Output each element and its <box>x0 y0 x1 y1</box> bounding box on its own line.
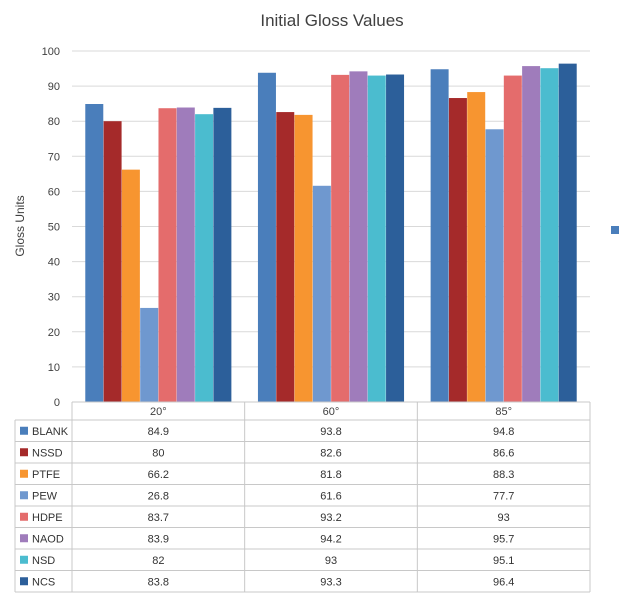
table-cell: 61.6 <box>320 490 341 502</box>
table-cell: 83.9 <box>148 533 169 545</box>
bar-pew-2 <box>485 129 504 402</box>
bar-naod-0 <box>176 107 195 403</box>
legend-label: HDPE <box>32 512 63 524</box>
chart-title: Initial Gloss Values <box>260 11 403 30</box>
legend-marker-icon <box>611 226 619 234</box>
legend-label: NAOD <box>32 533 64 545</box>
y-tick-label: 40 <box>48 257 60 269</box>
bar-ptfe-2 <box>467 92 486 402</box>
table-cell: 95.7 <box>493 533 514 545</box>
bar-blank-0 <box>85 104 104 402</box>
y-tick-label: 60 <box>48 186 60 198</box>
bars <box>85 63 577 403</box>
legend-label: NSSD <box>32 447 63 459</box>
table-cell: 82 <box>152 555 164 567</box>
y-axis-ticks: 0 10 20 30 40 50 60 70 80 90 100 <box>42 46 60 409</box>
table-cell: 94.2 <box>320 533 341 545</box>
legend-swatch <box>20 577 28 586</box>
table-cell: 83.8 <box>148 576 169 588</box>
bar-nssd-2 <box>448 98 467 402</box>
table-cell: 95.1 <box>493 555 514 567</box>
table-cell: 77.7 <box>493 490 514 502</box>
bar-blank-1 <box>257 72 276 403</box>
legend-swatch <box>20 512 28 521</box>
table-cell: 88.3 <box>493 469 514 481</box>
y-axis-label: Gloss Units <box>13 195 27 256</box>
y-tick-label: 90 <box>48 81 60 93</box>
table-cell: 84.9 <box>148 426 169 438</box>
legend-swatch <box>20 534 28 543</box>
y-tick-label: 100 <box>42 46 60 58</box>
legend-swatch <box>20 491 28 500</box>
legend-label: BLANK <box>32 426 69 438</box>
y-tick-label: 0 <box>54 397 60 409</box>
bar-ptfe-1 <box>294 114 313 402</box>
bar-naod-2 <box>522 66 541 402</box>
legend-label: PEW <box>32 490 58 502</box>
bar-blank-2 <box>430 69 449 402</box>
y-tick-label: 50 <box>48 222 60 234</box>
table-cell: 66.2 <box>148 469 169 481</box>
table-cell: 81.8 <box>320 469 341 481</box>
bar-nssd-1 <box>276 112 295 402</box>
gridlines <box>72 50 590 403</box>
category-label: 60° <box>323 406 340 418</box>
table-cell: 80 <box>152 447 164 459</box>
category-label: 85° <box>495 406 512 418</box>
bar-nsd-1 <box>367 75 386 402</box>
legend-label: NCS <box>32 576 55 588</box>
y-tick-label: 10 <box>48 362 60 374</box>
table-cell: 93 <box>325 555 337 567</box>
table-cell: 93 <box>498 512 510 524</box>
table-cell: 86.6 <box>493 447 514 459</box>
bar-ptfe-0 <box>121 169 140 402</box>
bar-ncs-2 <box>558 63 577 403</box>
bar-ncs-0 <box>213 107 232 402</box>
table-cell: 93.3 <box>320 576 341 588</box>
table-cell: 83.7 <box>148 512 169 524</box>
legend-swatch <box>20 448 28 457</box>
table-cell: 96.4 <box>493 576 514 588</box>
y-tick-label: 70 <box>48 151 60 163</box>
bar-nssd-0 <box>103 121 122 402</box>
table-cell: 93.8 <box>320 426 341 438</box>
table-cell: 93.2 <box>320 512 341 524</box>
y-tick-label: 30 <box>48 292 60 304</box>
bar-nsd-0 <box>195 114 214 403</box>
bar-hdpe-0 <box>158 108 177 402</box>
legend-label: PTFE <box>32 469 60 481</box>
table-cell: 82.6 <box>320 447 341 459</box>
table-cell: 94.8 <box>493 426 514 438</box>
table-cell: 26.8 <box>148 490 169 502</box>
legend-swatch <box>20 555 28 564</box>
legend-swatch <box>20 469 28 478</box>
bar-nsd-2 <box>540 68 559 402</box>
legend-swatch <box>20 426 28 435</box>
data-table: 20° 60° 85° BLANK 84.9 93.8 94.8 NSSD 80 82.6 86.6… <box>14 401 591 593</box>
bar-ncs-1 <box>386 74 405 402</box>
bar-naod-1 <box>349 71 368 402</box>
bar-pew-1 <box>312 185 331 402</box>
bar-hdpe-1 <box>331 74 350 403</box>
bar-pew-0 <box>140 307 159 402</box>
y-tick-label: 20 <box>48 327 60 339</box>
legend-label: NSD <box>32 555 55 567</box>
bar-hdpe-2 <box>503 75 522 402</box>
y-tick-label: 80 <box>48 116 60 128</box>
category-label: 20° <box>150 406 167 418</box>
